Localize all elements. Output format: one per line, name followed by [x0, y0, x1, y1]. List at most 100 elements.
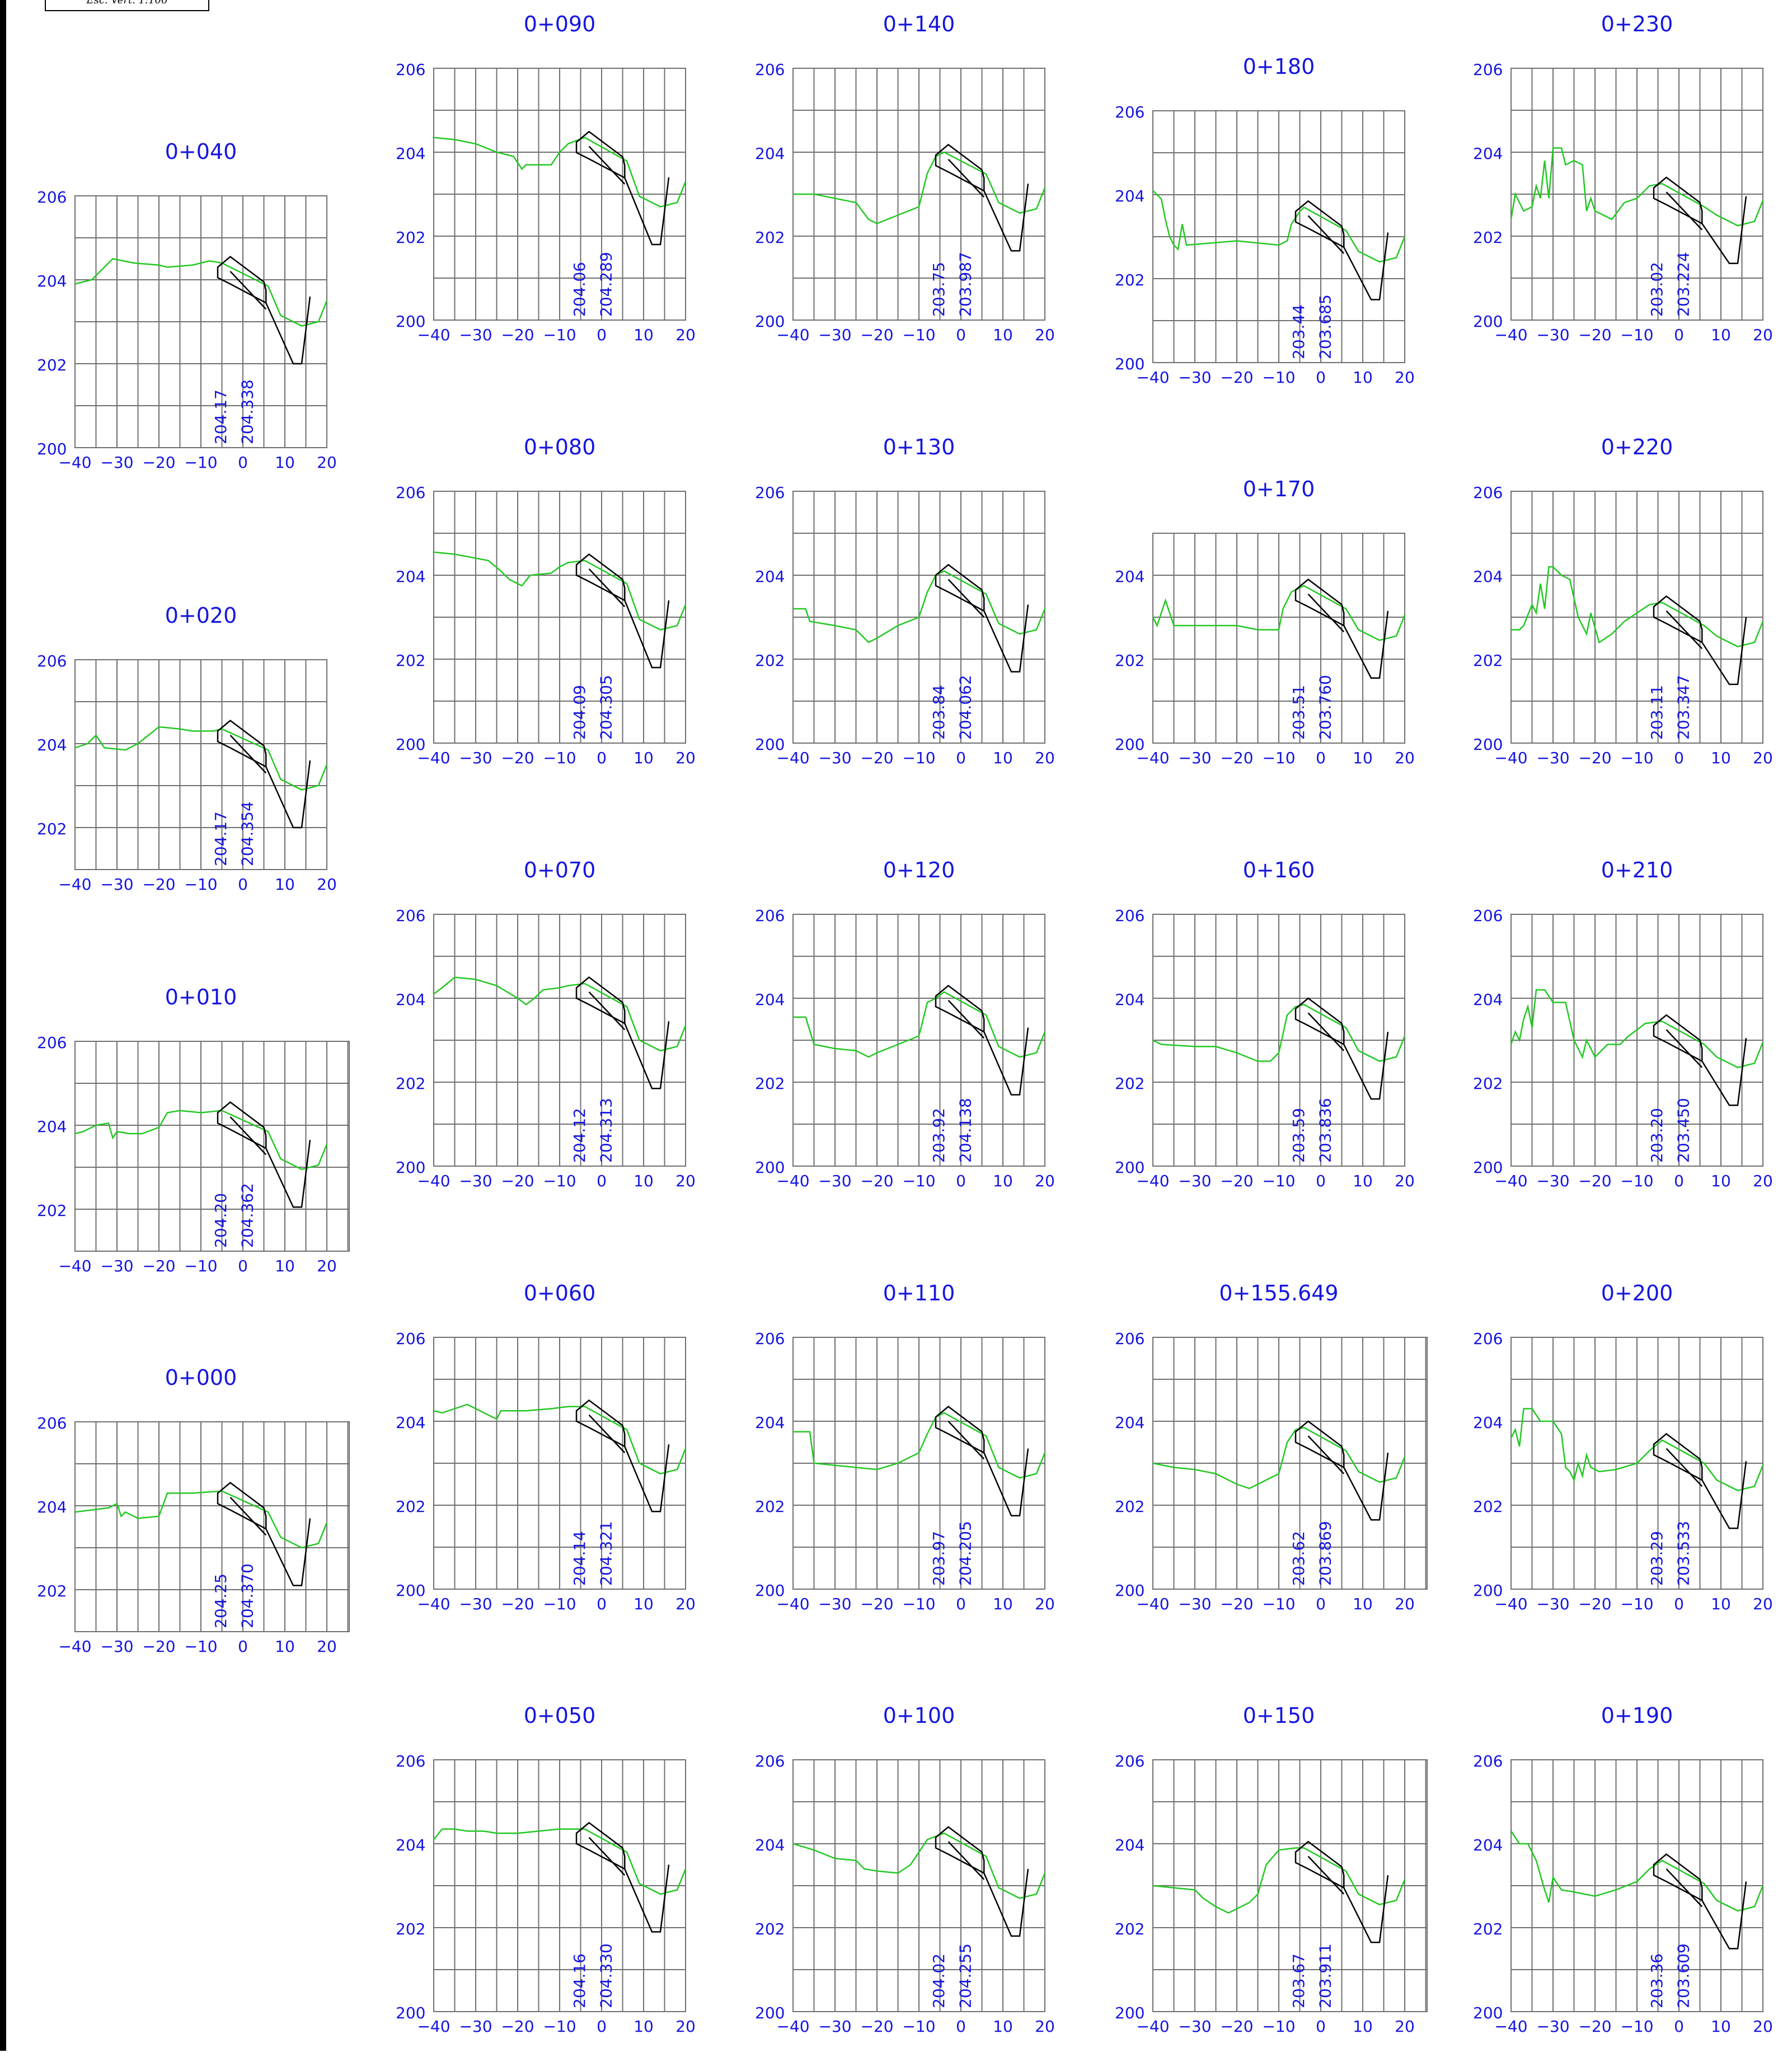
- pavement-layer: [1294, 1840, 1345, 1889]
- x-tick-label: 0: [1674, 749, 1684, 767]
- x-tick-label: −30: [1178, 368, 1211, 387]
- scale-note-box: Esc. Vert. 1:100: [45, 0, 209, 11]
- ditch: [1701, 1881, 1747, 1949]
- pavement-inner-line: [947, 1421, 985, 1460]
- x-tick-label: −10: [184, 1637, 217, 1656]
- x-tick-label: 10: [993, 1172, 1013, 1190]
- x-tick-label: 0: [597, 749, 607, 767]
- x-tick-label: 20: [675, 1595, 696, 1613]
- x-tick-label: −30: [100, 1257, 133, 1275]
- elevation-label: 203.59: [1289, 1108, 1308, 1163]
- station-title: 0+210: [1601, 858, 1673, 882]
- elevation-label: 204.062: [956, 675, 974, 740]
- pavement-layer: [217, 720, 267, 768]
- x-tick-label: −30: [100, 1637, 133, 1656]
- grid: [74, 1041, 350, 1252]
- grid: [1510, 68, 1763, 321]
- road-section: [217, 256, 311, 365]
- y-tick-label: 202: [755, 1497, 785, 1516]
- grid: [792, 68, 1045, 321]
- y-tick-label: 204: [37, 1498, 67, 1516]
- section-panel: 0+110 206 204 202 200−40 −30 −20 −10 0 10 20 203.97…: [755, 1281, 1055, 1613]
- y-tick-label: 206: [396, 1329, 425, 1348]
- grid: [1152, 1337, 1428, 1590]
- x-tick-label: −30: [818, 749, 851, 767]
- x-tick-label: 20: [675, 2017, 696, 2036]
- y-tick-label: 200: [1115, 735, 1144, 754]
- x-tick-label: −10: [184, 453, 217, 472]
- section-panel: 0+080 206 204 202 200−40 −30 −20 −10 0 10 20 204.09…: [396, 435, 696, 767]
- x-tick-label: −10: [902, 1595, 935, 1613]
- x-tick-label: −40: [776, 1172, 809, 1190]
- x-tick-label: 10: [1353, 749, 1373, 767]
- x-tick-label: −20: [501, 749, 534, 767]
- station-title: 0+000: [165, 1365, 237, 1390]
- y-tick-label: 206: [1115, 103, 1144, 121]
- elevation-label: 204.25: [212, 1573, 230, 1628]
- pavement-layer: [1294, 1420, 1345, 1469]
- section-panel: 0+070 206 204 202 200−40 −30 −20 −10 0 10 20 204.12…: [396, 858, 696, 1190]
- section-panel: 0+180 206 204 202 200−40 −30 −20 −10 0 10 20 203.44…: [1115, 54, 1415, 387]
- y-tick-label: 204: [1115, 187, 1144, 205]
- grid: [433, 491, 686, 744]
- x-tick-label: −10: [184, 1257, 217, 1275]
- x-tick-label: −20: [1578, 749, 1611, 767]
- x-tick-label: −10: [902, 749, 935, 767]
- elevation-label: 203.84: [930, 685, 948, 740]
- x-tick-label: −10: [1262, 1172, 1295, 1190]
- x-tick-label: 0: [956, 749, 966, 767]
- x-tick-label: −20: [501, 2017, 534, 2036]
- x-tick-label: −40: [58, 1257, 91, 1275]
- y-tick-label: 200: [755, 735, 785, 754]
- section-panel: 0+060 206 204 202 200−40 −30 −20 −10 0 10 20 204.14…: [396, 1281, 696, 1613]
- section-panel: 0+140 206 204 202 200−40 −30 −20 −10 0 10 20 203.75…: [755, 12, 1055, 344]
- x-tick-label: −40: [417, 1595, 450, 1613]
- x-tick-label: 10: [275, 1637, 295, 1656]
- x-tick-label: −40: [776, 326, 809, 344]
- x-tick-label: 10: [1711, 749, 1731, 767]
- pavement-inner-line: [229, 1497, 267, 1536]
- terrain-profile: [433, 976, 687, 1052]
- road-section: [1294, 997, 1389, 1100]
- y-tick-label: 204: [396, 144, 425, 163]
- elevation-label: 204.16: [570, 1953, 589, 2008]
- road-section: [575, 1399, 670, 1512]
- y-tick-label: 206: [396, 1752, 425, 1770]
- section-panel: 0+160 206 204 202 200−40 −30 −20 −10 0 10 20 203.59…: [1115, 858, 1415, 1190]
- y-tick-label: 202: [1115, 271, 1144, 289]
- x-tick-label: −30: [1536, 2017, 1569, 2036]
- y-tick-label: 206: [37, 1414, 67, 1432]
- station-title: 0+110: [883, 1281, 955, 1305]
- elevation-label: 203.36: [1648, 1953, 1666, 2008]
- y-tick-label: 202: [755, 228, 785, 247]
- y-tick-label: 202: [37, 1582, 67, 1600]
- elevation-label: 204.12: [570, 1108, 589, 1163]
- ditch: [1701, 1461, 1747, 1529]
- x-tick-label: 10: [634, 1172, 654, 1190]
- elevation-label: 204.06: [570, 262, 589, 317]
- x-tick-label: −20: [1578, 2017, 1611, 2036]
- y-tick-label: 202: [1473, 651, 1503, 670]
- section-panel: 0+120 206 204 202 200−40 −30 −20 −10 0 10 20 203.92…: [755, 858, 1055, 1190]
- pavement-inner-line: [588, 568, 626, 608]
- x-tick-label: −40: [1494, 1172, 1527, 1190]
- terrain-profile: [793, 1412, 1046, 1479]
- pavement-inner-line: [1666, 1029, 1703, 1068]
- x-tick-label: −30: [100, 875, 133, 894]
- station-title: 0+050: [524, 1703, 596, 1728]
- pavement-layer: [575, 553, 626, 602]
- x-tick-label: 10: [1711, 326, 1731, 344]
- pavement-inner-line: [947, 1841, 985, 1880]
- x-tick-label: 10: [275, 875, 295, 894]
- ditch: [1701, 1038, 1747, 1106]
- x-tick-label: 20: [675, 749, 696, 767]
- x-tick-label: −40: [1136, 1595, 1169, 1613]
- x-tick-label: 0: [238, 1637, 248, 1656]
- y-tick-label: 200: [37, 440, 67, 458]
- x-tick-label: 10: [1711, 1172, 1731, 1190]
- road-section: [935, 1406, 1029, 1516]
- elevation-label: 203.11: [1648, 685, 1666, 740]
- x-tick-label: 10: [1353, 368, 1373, 387]
- y-tick-label: 206: [1115, 906, 1144, 925]
- terrain-profile: [1152, 1847, 1406, 1914]
